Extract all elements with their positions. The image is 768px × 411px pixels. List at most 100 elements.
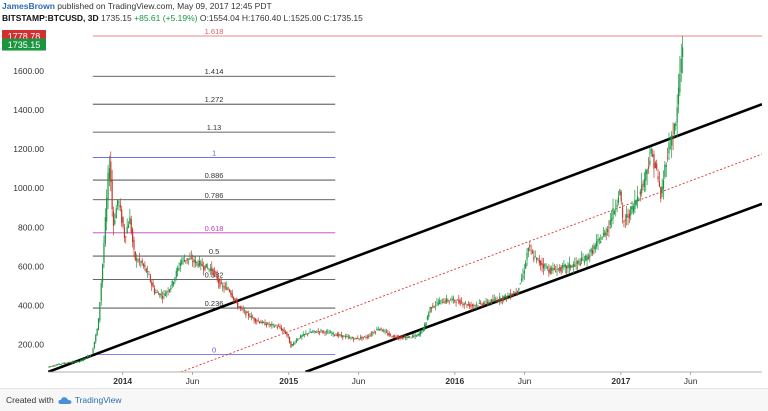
candle-body — [186, 258, 188, 261]
candle-body — [563, 265, 565, 267]
candle-body — [290, 342, 292, 348]
candle-body — [570, 265, 572, 268]
price-change: +85.61 (+5.19%) — [134, 13, 198, 23]
candle-body — [425, 322, 427, 327]
candle-body — [269, 324, 272, 325]
candle-body — [359, 336, 362, 339]
candle-body — [228, 289, 231, 292]
candle-body — [121, 209, 123, 223]
candle-body — [451, 298, 453, 300]
symbol-label[interactable]: BITSTAMP:BTCUSD, 3D — [2, 13, 99, 23]
candle-body — [407, 336, 409, 339]
candle-body — [574, 264, 576, 267]
candle-body — [92, 348, 94, 354]
candle-body — [677, 87, 680, 105]
candle-body — [545, 267, 547, 269]
candle-body — [114, 220, 116, 224]
candle-body — [566, 265, 568, 269]
candle-body — [492, 299, 494, 302]
x-tick-label: Jun — [352, 376, 366, 386]
candle-body — [328, 332, 330, 334]
candle-body — [181, 260, 183, 265]
last-price: 1735.15 — [101, 13, 132, 23]
candle-body — [421, 331, 423, 333]
candle-body — [400, 336, 403, 338]
candle-body — [662, 180, 665, 189]
candle-body — [448, 300, 450, 302]
candle-body — [612, 207, 614, 219]
candle-body — [312, 331, 314, 333]
candle-body — [477, 305, 479, 307]
candle-body — [394, 335, 396, 337]
candle-body — [391, 336, 393, 338]
candle-body — [623, 220, 625, 222]
candle-body — [404, 337, 407, 338]
current-price-label: 1735.15 — [8, 40, 41, 50]
candle-body — [594, 245, 596, 250]
candle-body — [384, 330, 386, 332]
candle-body — [192, 261, 194, 262]
author-name[interactable]: JamesBrown — [2, 1, 55, 11]
candle-body — [321, 331, 323, 333]
candle-body — [474, 305, 476, 307]
candle-body — [95, 334, 97, 342]
candle-body — [148, 273, 150, 275]
candle-body — [197, 263, 199, 267]
candle-body — [406, 336, 408, 339]
candle-body — [507, 295, 509, 296]
candle-body — [264, 322, 266, 326]
candle-body — [630, 206, 632, 216]
candle-body — [152, 283, 154, 288]
candle-body — [190, 257, 192, 259]
candle-body — [617, 196, 620, 203]
fib-level-label: 0.618 — [205, 224, 224, 233]
candle-body — [388, 333, 390, 336]
candle-body — [208, 268, 210, 270]
fib-level-label: 1.13 — [207, 123, 222, 132]
candle-body — [433, 306, 435, 308]
candle-body — [147, 270, 149, 272]
candle-body — [522, 274, 524, 279]
candle-body — [609, 219, 611, 225]
fib-level-label: 0 — [212, 345, 216, 354]
candle-body — [153, 288, 156, 294]
candle-body — [583, 260, 585, 263]
candle-body — [481, 303, 483, 306]
candle-body — [619, 189, 621, 195]
candle-body — [511, 295, 513, 297]
tradingview-brand[interactable]: TradingView — [74, 395, 122, 405]
candle-body — [503, 296, 505, 300]
candle-body — [235, 299, 237, 301]
candle-body — [429, 306, 431, 312]
candle-body — [482, 303, 484, 305]
candle-body — [288, 336, 291, 344]
candle-body — [108, 168, 111, 180]
candle-body — [250, 315, 252, 318]
candle-body — [354, 337, 356, 339]
candle-body — [117, 200, 119, 206]
chart-canvas[interactable]: 1.618 1.414 1.272 1.13 1 0.886 0.786 0.618 0.5 0.… — [0, 0, 768, 388]
x-tick-label: 2016 — [445, 376, 464, 386]
candle-body — [310, 332, 312, 333]
candle-body — [275, 325, 277, 327]
candle-body — [415, 335, 418, 337]
candle-body — [508, 295, 510, 297]
candle-body — [129, 217, 131, 225]
tradingview-link[interactable]: TradingView — [58, 395, 122, 405]
candle-body — [636, 196, 639, 202]
candle-body — [441, 302, 444, 304]
candle-body — [336, 333, 338, 337]
candle-body — [59, 364, 61, 365]
candle-body — [54, 365, 56, 367]
candle-body — [119, 204, 121, 208]
channel-lower-line — [304, 202, 762, 372]
candle-body — [58, 363, 60, 365]
candle-body — [344, 336, 347, 338]
candle-body — [587, 256, 590, 259]
candle-body — [605, 232, 607, 235]
candle-body — [643, 178, 646, 187]
candle-body — [50, 366, 52, 368]
candle-body — [500, 298, 502, 301]
candle-body — [134, 251, 136, 260]
